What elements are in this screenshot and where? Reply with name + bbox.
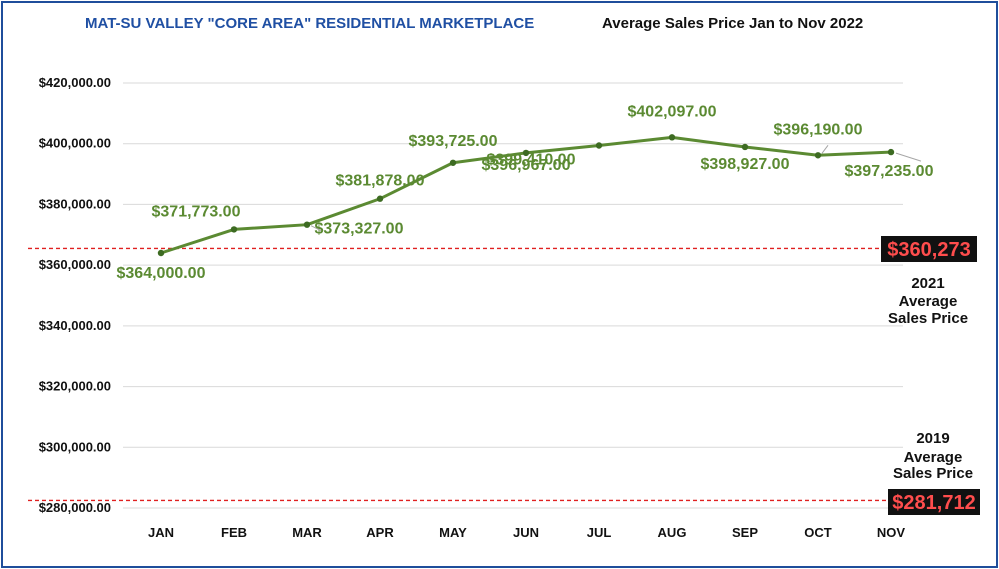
x-tick-label: JUL <box>587 525 612 540</box>
reference-note: Average <box>899 293 958 310</box>
data-point <box>741 143 749 151</box>
data-point <box>887 148 895 156</box>
y-tick-label: $420,000.00 <box>39 75 111 90</box>
data-label: $396,967.00 <box>482 157 571 174</box>
y-tick-label: $320,000.00 <box>39 379 111 394</box>
data-point <box>668 134 676 141</box>
reference-value-label: $281,712 <box>892 492 975 514</box>
line-chart: MAT-SU VALLEY "CORE AREA" RESIDENTIAL MA… <box>28 15 980 540</box>
x-tick-label: JUN <box>513 525 539 540</box>
x-tick-label: MAY <box>439 525 467 540</box>
reference-value-label: $360,273 <box>887 239 970 261</box>
reference-note: 2021 <box>911 275 944 292</box>
label-leader-line <box>310 225 322 232</box>
data-point <box>522 149 530 157</box>
y-tick-label: $280,000.00 <box>39 500 111 515</box>
y-tick-label: $360,000.00 <box>39 257 111 272</box>
label-leader-line <box>895 152 922 162</box>
data-label: $398,927.00 <box>701 156 790 173</box>
data-point <box>814 152 822 159</box>
reference-label-box <box>881 236 977 262</box>
y-tick-label: $380,000.00 <box>39 196 111 211</box>
data-label: $393,725.00 <box>409 133 498 150</box>
data-label: $364,000.00 <box>117 265 206 282</box>
x-tick-label: MAR <box>292 525 322 540</box>
y-tick-label: $340,000.00 <box>39 318 111 333</box>
data-label: $402,097.00 <box>628 103 717 120</box>
y-tick-label: $300,000.00 <box>39 439 111 454</box>
data-label: $399,410.00 <box>487 152 576 169</box>
reference-label-box <box>888 489 980 515</box>
data-label: $396,190.00 <box>774 121 863 138</box>
chart-subtitle: Average Sales Price Jan to Nov 2022 <box>602 15 863 32</box>
data-point <box>230 226 238 233</box>
x-tick-label: AUG <box>658 525 687 540</box>
label-leader-line <box>821 144 829 154</box>
data-label: $371,773.00 <box>152 203 241 220</box>
chart-title: MAT-SU VALLEY "CORE AREA" RESIDENTIAL MA… <box>85 15 534 32</box>
y-tick-label: $400,000.00 <box>39 136 111 151</box>
data-point <box>157 249 165 257</box>
data-point <box>595 142 603 149</box>
reference-note: Sales Price <box>888 310 968 327</box>
x-tick-label: FEB <box>221 525 247 540</box>
reference-note: Average <box>904 449 963 466</box>
reference-note: Sales Price <box>893 465 973 482</box>
data-point <box>376 195 384 202</box>
data-point <box>303 221 311 228</box>
x-tick-label: SEP <box>732 525 758 540</box>
x-tick-label: OCT <box>804 525 832 540</box>
x-tick-label: JAN <box>148 525 174 540</box>
x-tick-label: APR <box>366 525 394 540</box>
data-label: $381,878.00 <box>336 173 425 190</box>
data-label: $373,327.00 <box>315 221 404 238</box>
x-tick-label: NOV <box>877 525 906 540</box>
data-label: $397,235.00 <box>845 163 934 180</box>
reference-note: 2019 <box>916 430 949 447</box>
data-point <box>449 159 457 166</box>
